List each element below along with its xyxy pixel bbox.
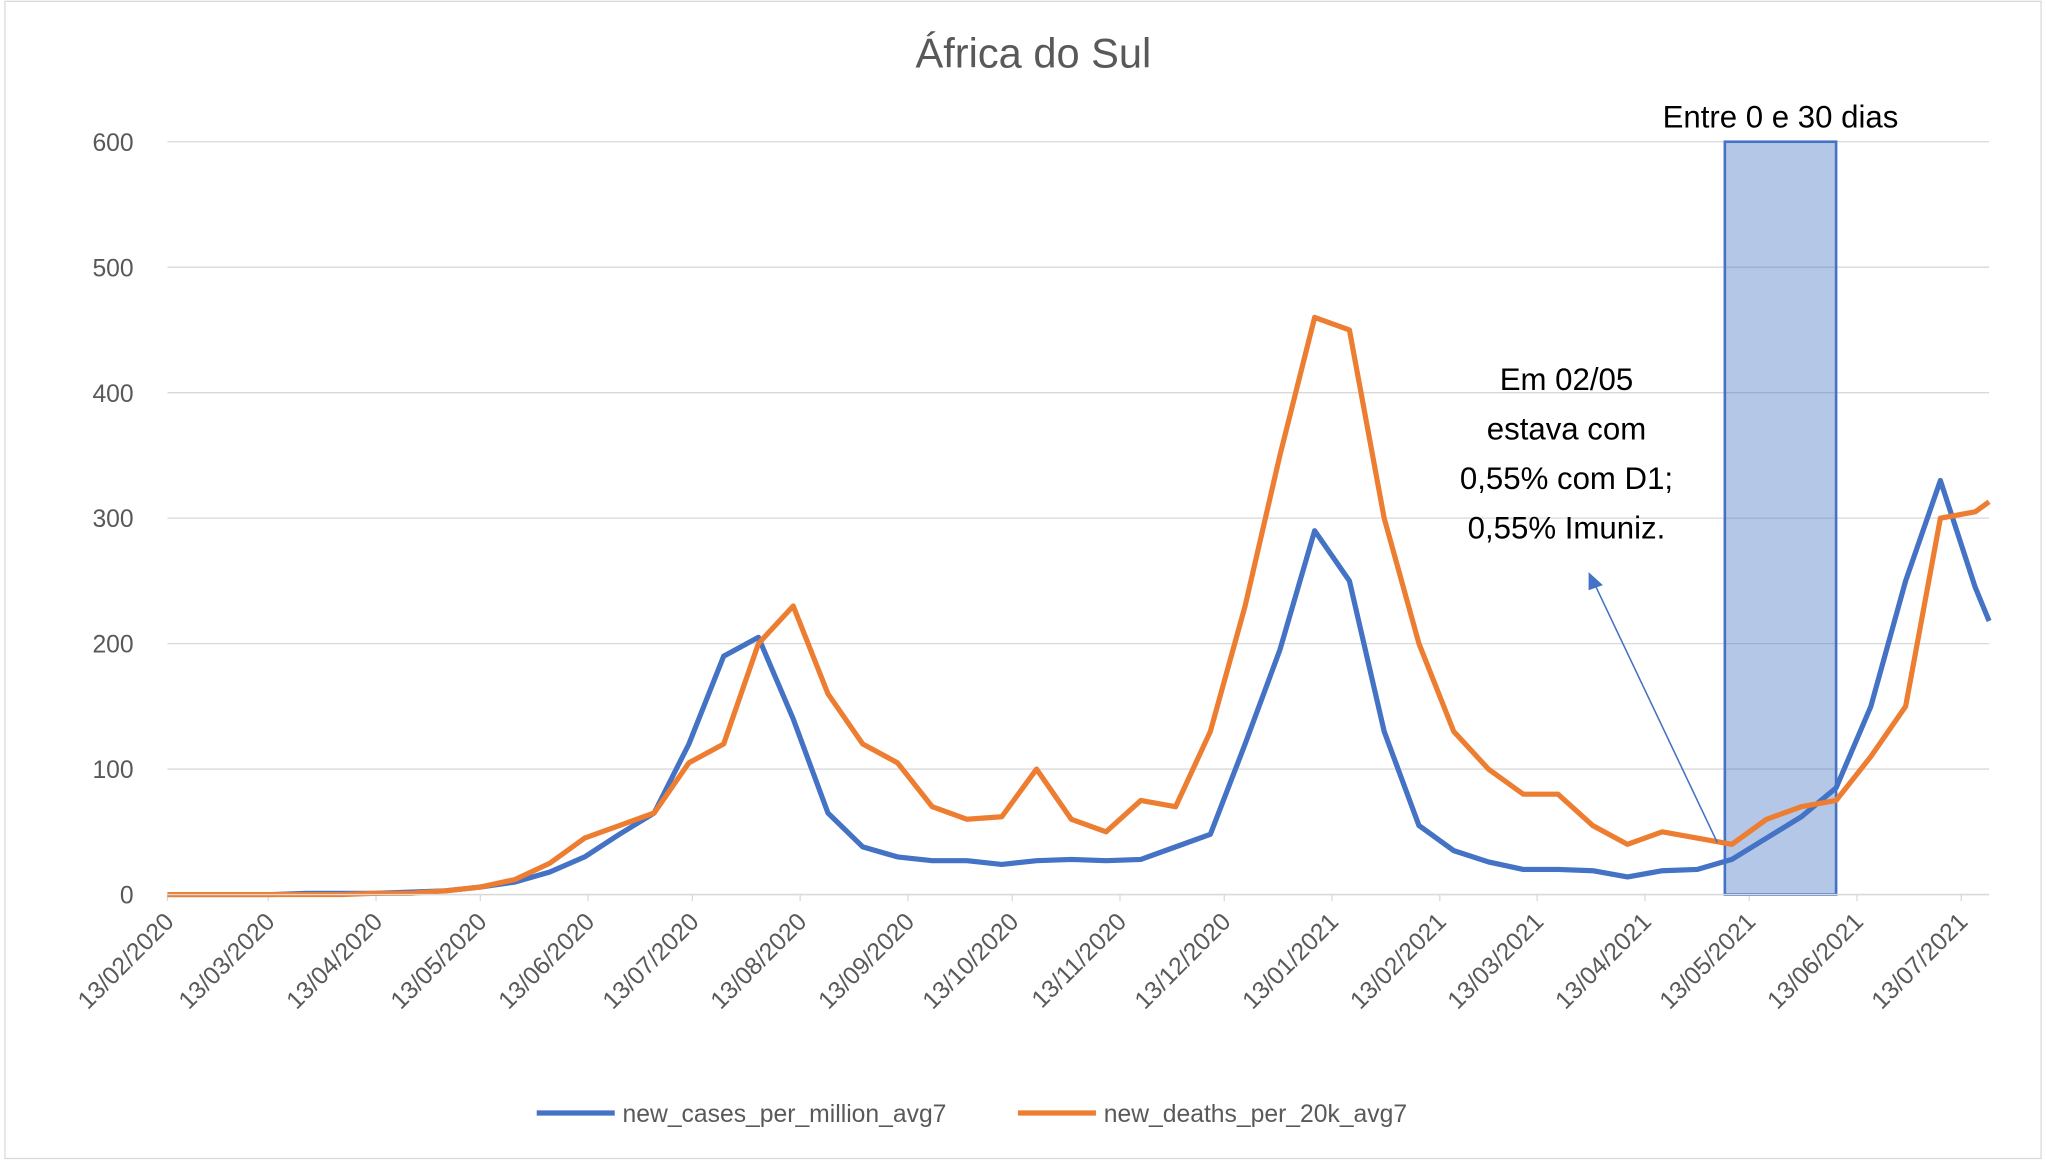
legend-label: new_deaths_per_20k_avg7: [1104, 1101, 1407, 1128]
legend-label: new_cases_per_million_avg7: [623, 1101, 947, 1128]
annotation-text: 0,55% Imuniz.: [1468, 510, 1666, 545]
arrow-head: [1588, 572, 1603, 591]
annotation-text: Em 02/05: [1500, 362, 1634, 397]
span-label: Entre 0 e 30 dias: [1663, 99, 1899, 134]
series-line: [167, 314, 1991, 898]
y-tick-label: 600: [92, 130, 133, 157]
y-tick-label: 500: [92, 255, 133, 282]
y-tick-label: 0: [120, 883, 134, 910]
chart-title: África do Sul: [915, 30, 1151, 77]
y-tick-label: 100: [92, 757, 133, 784]
y-tick-label: 300: [92, 506, 133, 533]
annotation-text: estava com: [1487, 411, 1646, 446]
highlight-span: [1723, 140, 1838, 896]
y-tick-label: 400: [92, 381, 133, 408]
y-tick-label: 200: [92, 632, 133, 659]
annotation-text: 0,55% com D1;: [1460, 461, 1673, 496]
chart-frame: [4, 0, 2042, 1160]
annotation-arrow: [1594, 584, 1719, 843]
